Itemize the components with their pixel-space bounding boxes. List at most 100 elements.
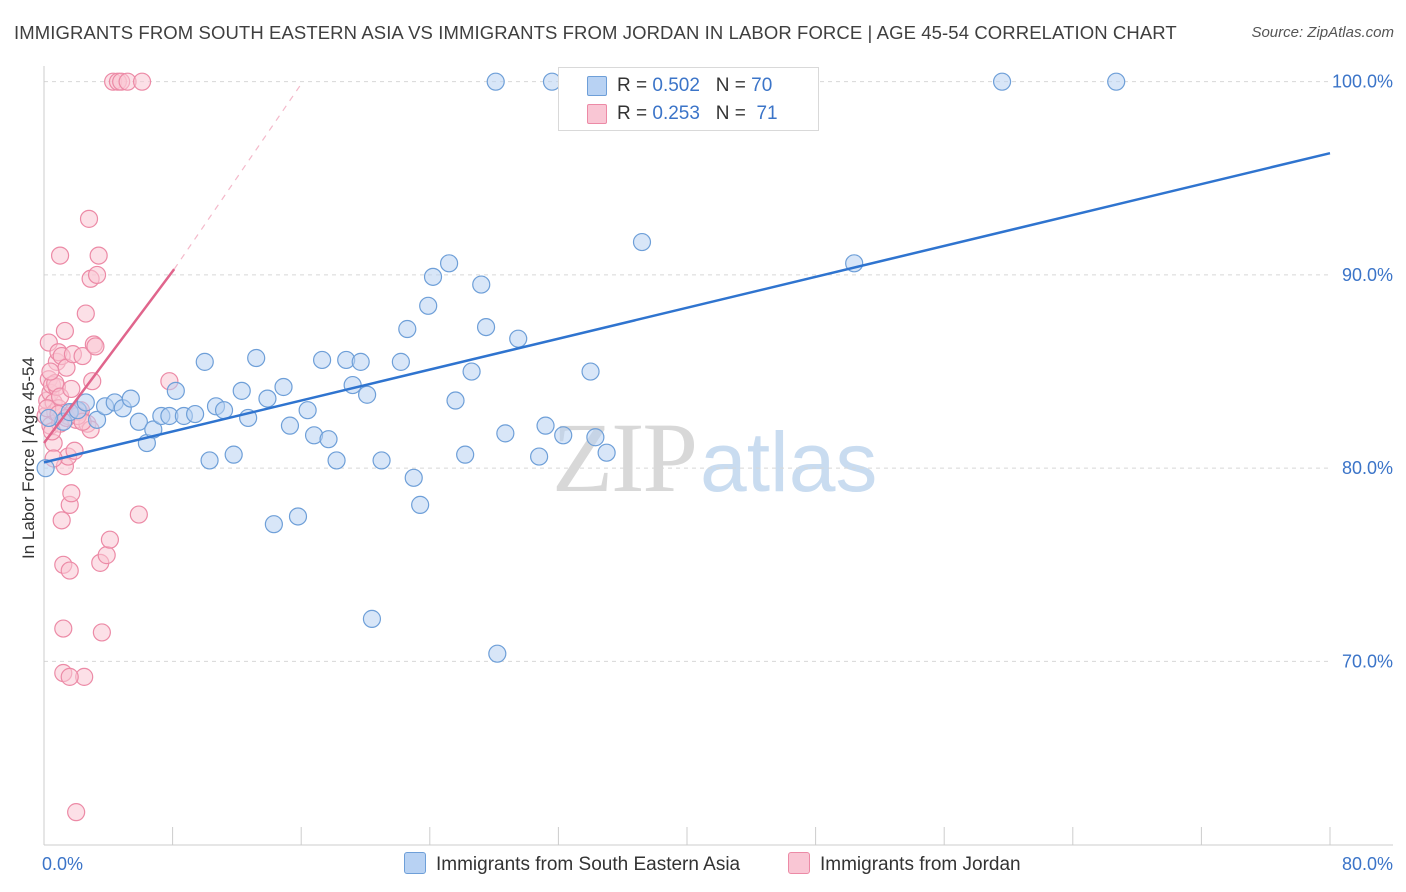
gridlines	[44, 81, 1330, 662]
legend-r-label: R =	[617, 103, 648, 124]
sea-point	[195, 352, 214, 371]
sea-point	[247, 348, 266, 368]
sea-point	[319, 430, 338, 449]
series-sea-points	[36, 72, 1126, 663]
sea-point	[536, 416, 555, 435]
sea-point	[411, 495, 430, 514]
sea-point	[509, 329, 528, 348]
sea-point	[992, 72, 1012, 91]
y-axis-label: In Labor Force | Age 45-54	[19, 357, 38, 559]
y-tick-label: 80.0%	[1342, 458, 1393, 478]
sea-point	[312, 350, 332, 370]
sea-point	[200, 451, 219, 470]
y-tick-label: 100.0%	[1332, 72, 1393, 92]
axes	[43, 66, 1393, 846]
jordan-point	[60, 667, 79, 686]
sea-point	[144, 420, 163, 439]
bottom-legend-label-jordan: Immigrants from Jordan	[820, 854, 1021, 875]
sea-point	[358, 385, 377, 404]
y-tick-label: 70.0%	[1342, 651, 1393, 671]
jordan-point	[132, 72, 152, 91]
jordan-point	[73, 346, 92, 366]
jordan-point	[60, 561, 79, 580]
legend: R = 0.502 N = 70 R = 0.253 N = 71	[558, 67, 819, 131]
sea-point	[496, 424, 515, 443]
watermark-atlas: atlas	[700, 415, 878, 509]
jordan-point	[86, 337, 105, 356]
sea-point	[597, 443, 616, 462]
sea-point	[488, 644, 507, 663]
sea-point	[214, 401, 234, 420]
y-tick-label: 90.0%	[1342, 265, 1393, 285]
x-ticks	[43, 827, 1331, 845]
bottom-legend-sea: Immigrants from South Eastern Asia	[404, 852, 740, 878]
source-label: Source: ZipAtlas.com	[1251, 24, 1394, 41]
jordan-trend-line	[42, 268, 176, 444]
sea-point	[391, 352, 410, 371]
jordan-point	[100, 530, 120, 549]
sea-point	[586, 428, 605, 447]
jordan-point	[54, 619, 73, 638]
sea-point	[258, 389, 277, 408]
sea-point	[327, 451, 346, 470]
sea-point	[632, 232, 652, 252]
bottom-legend-swatch-pink	[788, 852, 810, 874]
legend-swatch-blue	[587, 76, 607, 96]
jordan-point	[55, 321, 74, 341]
sea-point	[423, 267, 443, 286]
sea-point	[224, 445, 243, 464]
sea-point	[1107, 72, 1126, 91]
jordan-point	[92, 623, 111, 642]
sea-point	[36, 459, 55, 478]
sea-point	[351, 352, 370, 371]
legend-n-label: N =	[715, 75, 746, 96]
sea-point	[343, 375, 362, 395]
sea-point	[129, 412, 148, 431]
jordan-point	[129, 505, 148, 524]
legend-n-value: 71	[756, 103, 778, 124]
legend-r-value: 0.502	[652, 75, 700, 96]
sea-point	[288, 507, 308, 526]
sea-point	[274, 377, 293, 397]
sea-point	[280, 416, 300, 435]
legend-swatch-pink	[587, 104, 607, 124]
sea-point	[530, 447, 549, 466]
sea-point	[232, 381, 251, 400]
sea-point	[554, 426, 573, 445]
trend-lines	[42, 81, 1331, 464]
jordan-point	[67, 803, 86, 822]
sea-point	[398, 319, 417, 339]
jordan-point	[87, 265, 107, 285]
sea-point	[186, 404, 205, 424]
sea-point	[456, 445, 475, 464]
sea-point	[472, 275, 491, 294]
bottom-legend-jordan: Immigrants from Jordan	[788, 852, 1021, 878]
sea-point	[439, 254, 459, 273]
sea-point	[581, 362, 600, 381]
sea-trend-line	[43, 151, 1331, 464]
sea-point	[486, 72, 505, 91]
bottom-legend-swatch-blue	[404, 852, 426, 874]
sea-point	[76, 393, 95, 412]
jordan-point	[41, 362, 60, 381]
bottom-legend-label-sea: Immigrants from South Eastern Asia	[436, 854, 741, 875]
sea-point	[476, 317, 496, 337]
x-tick-label-max: 80.0%	[1342, 854, 1393, 874]
sea-point	[39, 408, 58, 428]
jordan-point	[76, 304, 95, 323]
sea-point	[166, 381, 185, 400]
y-tick-labels: 70.0% 80.0% 90.0% 100.0%	[1332, 72, 1393, 672]
jordan-point	[52, 511, 71, 530]
jordan-point	[89, 246, 108, 265]
chart-title: IMMIGRANTS FROM SOUTH EASTERN ASIA VS IM…	[14, 22, 1177, 43]
sea-point	[419, 296, 438, 315]
watermark: ZIPatlas	[552, 400, 877, 515]
sea-point	[87, 410, 107, 429]
jordan-point	[62, 379, 81, 399]
legend-n-value: 70	[751, 75, 773, 96]
jordan-trend-extension	[173, 81, 304, 270]
legend-r-label: R =	[617, 75, 648, 96]
legend-n-label: N =	[715, 103, 746, 124]
x-tick-label-min: 0.0%	[42, 854, 83, 874]
